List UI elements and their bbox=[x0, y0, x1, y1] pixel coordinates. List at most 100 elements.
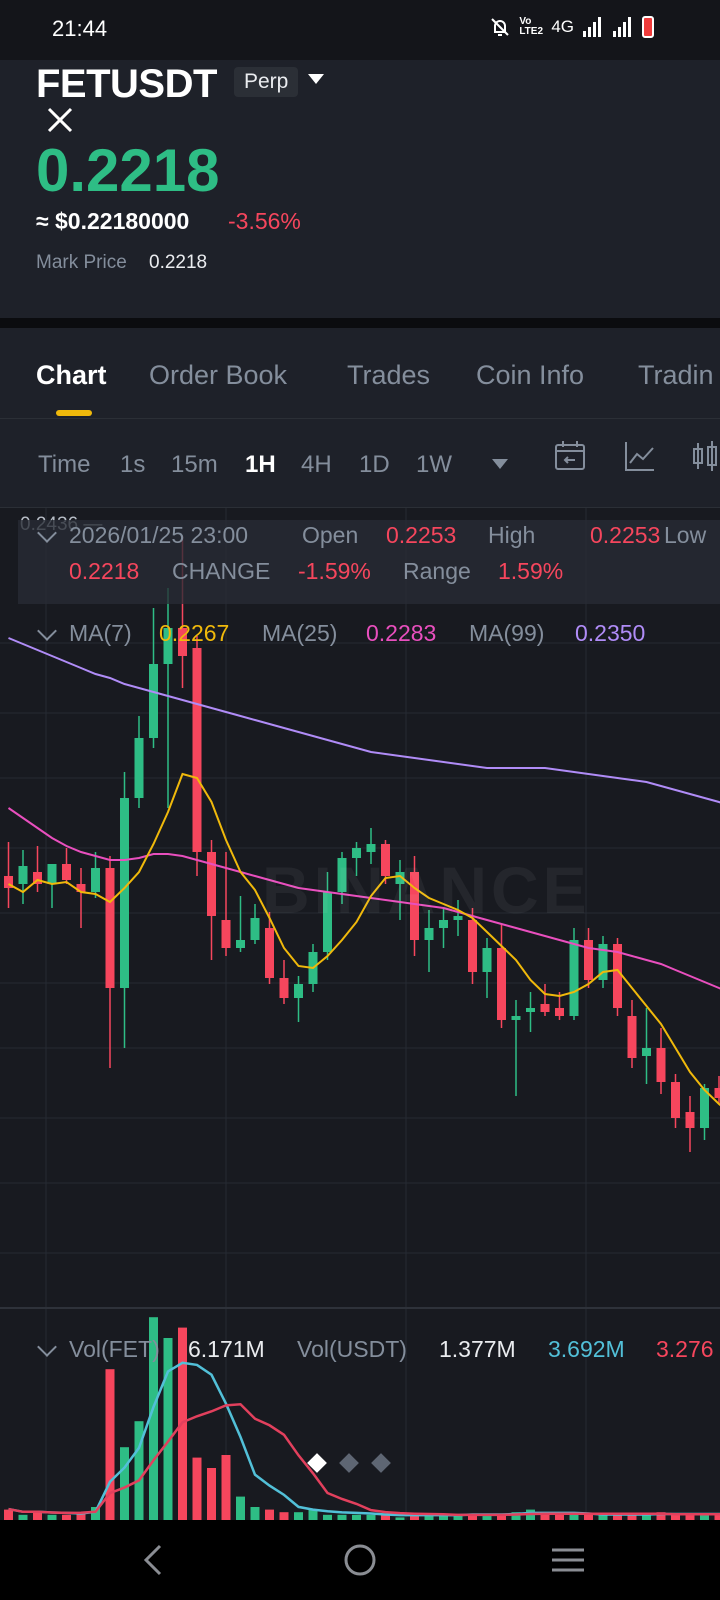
signal-icon bbox=[583, 17, 601, 37]
tab-trading[interactable]: Tradin bbox=[638, 360, 714, 390]
tab-chart[interactable]: Chart bbox=[36, 360, 107, 390]
candle-body bbox=[497, 948, 506, 1020]
candle-body bbox=[18, 866, 28, 884]
candle-body bbox=[468, 920, 477, 972]
candle bbox=[294, 976, 303, 1022]
open-value: 0.2253 bbox=[386, 522, 457, 548]
candle-body bbox=[671, 1082, 680, 1118]
candle bbox=[613, 938, 622, 1016]
candle bbox=[265, 912, 274, 984]
system-nav-bar bbox=[0, 1520, 720, 1600]
volume-bar bbox=[308, 1509, 318, 1520]
close-value: 0.2218 bbox=[69, 558, 140, 584]
candle bbox=[381, 840, 390, 884]
menu-icon[interactable] bbox=[550, 1544, 586, 1576]
candle-body bbox=[395, 872, 405, 884]
collapse-chevron-icon[interactable] bbox=[37, 621, 57, 641]
volume-bar bbox=[163, 1338, 173, 1520]
volte-icon: Vo LTE2 bbox=[519, 16, 544, 37]
symbol-title[interactable]: FETUSDT bbox=[36, 62, 217, 106]
candle-body bbox=[511, 1016, 521, 1020]
tab-order-book[interactable]: Order Book bbox=[149, 360, 288, 390]
candle-body bbox=[410, 872, 419, 940]
ma-legend: MA(7) 0.2267 MA(25) 0.2283 MA(99) 0.2350 bbox=[0, 620, 720, 656]
last-price: 0.2218 bbox=[36, 137, 220, 204]
volume-bar bbox=[91, 1507, 100, 1520]
volume-bar bbox=[366, 1514, 376, 1520]
candle bbox=[395, 860, 405, 920]
interval-1d[interactable]: 1D bbox=[359, 451, 390, 478]
home-icon[interactable] bbox=[342, 1542, 378, 1578]
candle-body bbox=[526, 1008, 535, 1012]
volume-bar bbox=[120, 1447, 129, 1520]
pager-dot[interactable] bbox=[339, 1453, 359, 1473]
candle bbox=[700, 1084, 709, 1140]
collapse-chevron-icon[interactable] bbox=[37, 523, 57, 543]
change-value: -1.59% bbox=[298, 558, 371, 584]
volume-bar bbox=[352, 1514, 361, 1520]
open-label: Open bbox=[302, 522, 359, 548]
volume-bar bbox=[656, 1512, 666, 1520]
candle-body bbox=[279, 978, 289, 998]
indicator-icon[interactable] bbox=[623, 439, 657, 473]
volume-bar bbox=[236, 1496, 245, 1520]
tab-trades[interactable]: Trades bbox=[347, 360, 431, 390]
ma7-line bbox=[8, 772, 720, 1107]
candle-body bbox=[178, 628, 187, 656]
volume-bar bbox=[76, 1512, 86, 1520]
volume-bar bbox=[555, 1514, 564, 1520]
price-chart[interactable] bbox=[0, 508, 720, 1520]
candle bbox=[76, 868, 86, 928]
candle bbox=[62, 848, 71, 884]
candle bbox=[221, 852, 231, 956]
candle-body bbox=[163, 628, 173, 664]
candle bbox=[18, 850, 28, 904]
pager-dot[interactable] bbox=[371, 1453, 391, 1473]
mark-price-label: Mark Price bbox=[36, 252, 127, 273]
ma25-value: 0.2283 bbox=[366, 620, 437, 646]
volume-bar bbox=[207, 1468, 216, 1520]
candle-body bbox=[91, 868, 100, 892]
tab-coin-info[interactable]: Coin Info bbox=[476, 360, 585, 390]
close-icon[interactable] bbox=[44, 104, 76, 136]
tab-bar: Chart Order Book Trades Coin Info Tradin bbox=[0, 328, 720, 419]
interval-15m[interactable]: 15m bbox=[171, 451, 218, 478]
interval-time[interactable]: Time bbox=[38, 451, 91, 478]
vol-usdt-label: Vol(USDT) bbox=[297, 1336, 407, 1362]
chart-canvas[interactable] bbox=[0, 508, 720, 1520]
volume-bar bbox=[497, 1514, 506, 1520]
volume-ma-layer bbox=[8, 1361, 720, 1517]
interval-1h[interactable]: 1H bbox=[245, 451, 276, 478]
interval-4h[interactable]: 4H bbox=[301, 451, 332, 478]
more-intervals-dropdown-icon[interactable] bbox=[492, 459, 508, 469]
candle bbox=[497, 924, 506, 1028]
volume-bar bbox=[700, 1514, 709, 1520]
interval-1s[interactable]: 1s bbox=[120, 451, 146, 478]
candle bbox=[33, 846, 42, 892]
pager-dot[interactable] bbox=[307, 1453, 327, 1473]
range-label: Range bbox=[403, 558, 471, 584]
vol-usdt-value: 1.377M bbox=[439, 1336, 516, 1362]
candle-body bbox=[134, 738, 144, 798]
candle bbox=[482, 938, 492, 998]
candle bbox=[685, 1096, 695, 1152]
back-icon[interactable] bbox=[138, 1542, 168, 1578]
collapse-chevron-icon[interactable] bbox=[37, 1337, 57, 1357]
candle-body bbox=[584, 940, 593, 980]
status-icons: Vo LTE2 4G bbox=[489, 16, 654, 38]
candle-body bbox=[62, 864, 71, 880]
candle-body bbox=[613, 944, 622, 1008]
volume-bar bbox=[714, 1514, 720, 1520]
interval-1w[interactable]: 1W bbox=[416, 451, 452, 478]
candle bbox=[439, 908, 448, 948]
volume-bar bbox=[569, 1514, 579, 1520]
volume-legend: Vol(FET) 6.171M Vol(USDT) 1.377M 3.692M … bbox=[0, 1336, 720, 1372]
symbol-dropdown-icon[interactable] bbox=[308, 74, 324, 84]
calendar-icon[interactable] bbox=[553, 439, 587, 473]
network-type: 4G bbox=[551, 17, 574, 36]
volume-bar bbox=[540, 1514, 550, 1520]
volume-bar bbox=[221, 1455, 231, 1520]
active-tab-indicator bbox=[56, 410, 92, 416]
candle-style-icon[interactable] bbox=[692, 439, 720, 473]
ma7-value: 0.2267 bbox=[159, 620, 230, 646]
